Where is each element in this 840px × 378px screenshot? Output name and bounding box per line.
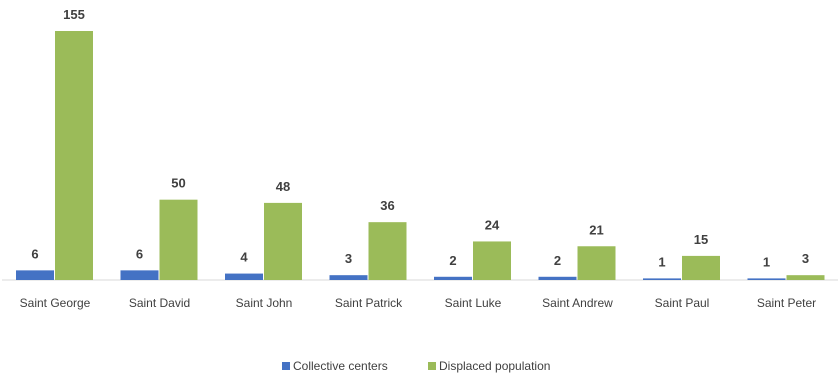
bar-collective-centers-8 xyxy=(748,278,786,280)
legend-label: Displaced population xyxy=(439,359,550,373)
bar-displaced-population-7 xyxy=(682,256,720,280)
data-label: 4 xyxy=(240,250,248,265)
data-label: 36 xyxy=(380,198,394,213)
data-label: 50 xyxy=(171,176,185,191)
category-label: Saint George xyxy=(20,296,91,310)
legend: Collective centers Displaced population xyxy=(282,359,550,373)
data-label: 48 xyxy=(276,179,290,194)
bar-displaced-population-2 xyxy=(160,200,198,280)
data-label: 6 xyxy=(136,246,143,261)
legend-swatch-displaced-population xyxy=(428,362,436,370)
category-label: Saint Luke xyxy=(445,296,502,310)
category-label: Saint John xyxy=(236,296,293,310)
category-labels-group: Saint George Saint David Saint John Saint P… xyxy=(20,296,817,310)
legend-swatch-collective-centers xyxy=(282,362,290,370)
bar-collective-centers-4 xyxy=(330,275,368,280)
category-label: Saint Paul xyxy=(655,296,710,310)
bar-displaced-population-8 xyxy=(787,275,825,280)
bar-displaced-population-5 xyxy=(473,241,511,280)
data-labels-group: 6 155 6 50 4 48 3 36 2 24 2 21 1 15 1 3 xyxy=(31,7,809,269)
bar-displaced-population-6 xyxy=(578,246,616,280)
data-label: 3 xyxy=(345,251,352,266)
category-label: Saint Patrick xyxy=(335,296,403,310)
bar-displaced-population-4 xyxy=(369,222,407,280)
data-label: 21 xyxy=(589,222,603,237)
bar-displaced-population-1 xyxy=(55,31,93,280)
data-label: 3 xyxy=(802,251,809,266)
data-label: 1 xyxy=(658,254,665,269)
legend-label: Collective centers xyxy=(293,359,388,373)
bar-collective-centers-3 xyxy=(225,274,263,280)
data-label: 155 xyxy=(63,7,85,22)
data-label: 24 xyxy=(485,217,500,232)
category-label: Saint David xyxy=(129,296,190,310)
data-label: 6 xyxy=(31,246,38,261)
bar-collective-centers-2 xyxy=(121,270,159,280)
data-label: 15 xyxy=(694,232,708,247)
bar-collective-centers-1 xyxy=(16,270,54,280)
data-label: 2 xyxy=(554,253,561,268)
bar-displaced-population-3 xyxy=(264,203,302,280)
category-label: Saint Andrew xyxy=(542,296,613,310)
bar-collective-centers-5 xyxy=(434,277,472,280)
data-label: 2 xyxy=(449,253,456,268)
category-label: Saint Peter xyxy=(757,296,816,310)
bar-collective-centers-7 xyxy=(643,278,681,280)
bar-collective-centers-6 xyxy=(539,277,577,280)
data-label: 1 xyxy=(763,254,770,269)
